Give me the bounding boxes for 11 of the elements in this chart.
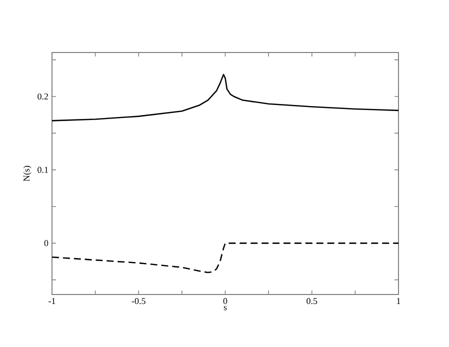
y-tick-label: 0 — [44, 240, 48, 246]
x-tick-label: -0.5 — [132, 298, 146, 304]
y-axis-title: N(s) — [23, 166, 32, 182]
y-tick-label: 0.1 — [38, 166, 48, 173]
y-tick-label: 0.2 — [38, 93, 48, 100]
line-series — [52, 74, 399, 122]
x-tick-label: 0.5 — [306, 298, 318, 304]
x-tick-label: 0 — [223, 298, 228, 304]
x-tick-label: -1 — [48, 298, 56, 304]
x-axis-title: s — [224, 306, 227, 310]
x-tick-label: 1 — [397, 298, 400, 304]
